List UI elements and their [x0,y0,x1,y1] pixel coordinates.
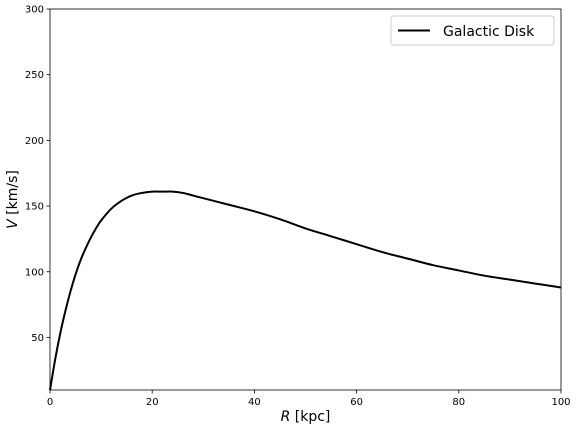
legend-box [390,15,555,46]
x-axis-ticks: 0 20 40 60 80 100 [47,390,571,408]
y-tick-label: 200 [25,136,44,147]
axes-frame [49,8,562,391]
y-tick-label: 50 [31,333,44,344]
plot-area: 0 20 40 60 80 100 50 100 150 200 250 300 [25,5,571,409]
y-axis-label-var: V [5,218,21,229]
x-tick-label: 0 [47,397,53,408]
legend-label-galactic-disk: Galactic Disk [443,24,535,40]
y-axis-ticks: 50 100 150 200 250 300 [25,5,50,344]
x-tick-label: 40 [248,397,261,408]
x-axis-label: R [kpc] [281,409,331,425]
x-axis-label-var: R [281,409,291,425]
y-tick-label: 150 [25,202,44,213]
y-tick-label: 300 [25,5,44,16]
x-axis-label-unit: [kpc] [290,409,330,425]
y-axis-label: V [km/s] [5,170,21,229]
x-tick-label: 60 [350,397,363,408]
x-tick-label: 100 [551,397,570,408]
y-tick-label: 250 [25,70,44,81]
x-tick-label: 80 [452,397,465,408]
legend: Galactic Disk [390,15,555,46]
y-axis-label-unit: [km/s] [5,170,21,219]
x-tick-label: 20 [146,397,159,408]
y-tick-label: 100 [25,267,44,278]
series-line-galactic-disk [49,190,562,391]
